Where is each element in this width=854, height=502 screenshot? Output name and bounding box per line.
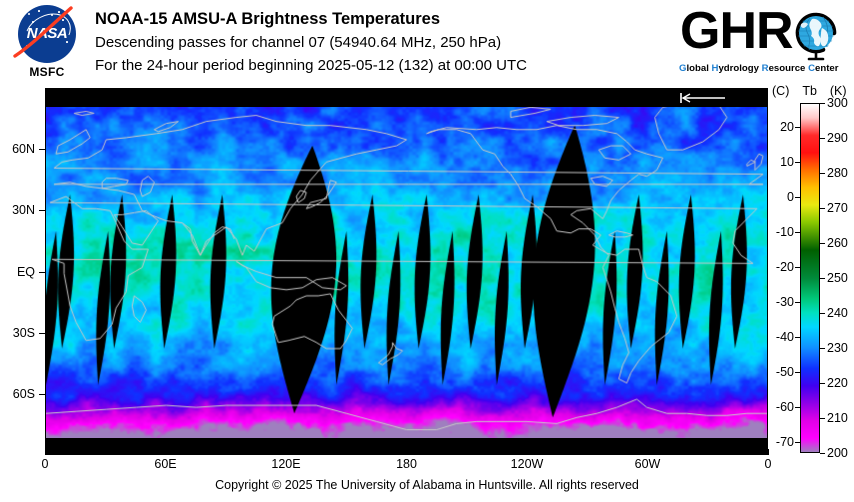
x-tick-label: 120E (271, 457, 301, 471)
copyright-text: Copyright © 2025 The University of Alaba… (215, 478, 639, 492)
y-tick (39, 271, 45, 273)
colorbar-scale[interactable] (800, 103, 820, 453)
colorbar-kelvin-label: 270 (827, 201, 848, 215)
colorbar-kelvin-tick (820, 138, 825, 139)
colorbar-kelvin-tick (820, 418, 825, 419)
colorbar-kelvin-tick (820, 208, 825, 209)
colorbar-celsius-label: -10 (775, 224, 794, 239)
colorbar-celsius-label: 10 (780, 154, 794, 169)
colorbar-kelvin-tick (820, 278, 825, 279)
colorbar-kelvin-label: 300 (827, 96, 848, 110)
ghrc-full-name: Global Hydrology Resource Center (679, 63, 839, 74)
nasa-meatball-icon: NASA (18, 5, 76, 63)
colorbar-celsius-label: -60 (775, 399, 794, 414)
colorbar-celsius-tick (795, 336, 800, 338)
y-tick-label: 60S (12, 386, 35, 401)
colorbar-kelvin-label: 240 (827, 306, 848, 320)
descending-pass-arrow-icon (680, 93, 725, 103)
nasa-swoosh-icon (13, 6, 73, 58)
y-tick-label: EQ (16, 264, 35, 279)
y-axis: 60N 30N EQ 30S 60S (0, 88, 45, 455)
colorbar: (C) Tb (K) 300 290 280 270 260 250 240 230 220 21… (772, 84, 854, 462)
brightness-temperature-map[interactable] (46, 89, 767, 454)
x-tick (768, 449, 769, 455)
colorbar-celsius-tick (795, 126, 800, 128)
colorbar-celsius-tick (795, 196, 800, 198)
colorbar-celsius-tick (795, 231, 800, 233)
y-tick-label: 60N (12, 142, 35, 157)
x-tick-label: 180 (396, 457, 417, 471)
colorbar-celsius-tick (795, 406, 800, 408)
page-period: For the 24-hour period beginning 2025-05… (95, 57, 527, 74)
colorbar-celsius-tick (795, 161, 800, 163)
colorbar-kelvin-label: 280 (827, 166, 848, 180)
colorbar-celsius-tick (795, 371, 800, 373)
colorbar-gradient (801, 104, 819, 452)
colorbar-kelvin-tick (820, 243, 825, 244)
colorbar-celsius-label: -70 (775, 434, 794, 449)
page-title: NOAA-15 AMSU-A Brightness Temperatures (95, 10, 441, 28)
x-tick-label: 60W (634, 457, 661, 471)
nasa-center-label: MSFC (29, 65, 65, 79)
x-tick-label: 0 (764, 457, 772, 471)
colorbar-kelvin-label: 260 (827, 236, 848, 250)
colorbar-kelvin-label: 230 (827, 341, 848, 355)
x-tick-label: 120W (510, 457, 544, 471)
colorbar-celsius-label: -20 (775, 259, 794, 274)
colorbar-kelvin-tick (820, 103, 825, 104)
x-tick-label: 0 (41, 457, 49, 471)
y-tick-label: 30S (12, 325, 35, 340)
colorbar-celsius-label: 0 (787, 189, 794, 204)
y-tick (39, 149, 45, 151)
colorbar-kelvin-unit: (K) (829, 84, 847, 98)
y-tick (39, 210, 45, 212)
y-tick (39, 332, 45, 334)
colorbar-kelvin-label: 250 (827, 271, 848, 285)
x-axis: 0 60E 120E 180 120W 60W 0 (41, 449, 771, 478)
map-plot-frame[interactable] (45, 88, 768, 455)
colorbar-kelvin-tick (820, 453, 825, 454)
ghrc-globe-icon (795, 12, 837, 61)
colorbar-kelvin-tick (820, 313, 825, 314)
colorbar-celsius-label: -30 (775, 294, 794, 309)
colorbar-celsius-unit: (C) (772, 84, 790, 98)
nasa-logo: NASA MSFC (10, 4, 84, 84)
page-header: NASA MSFC NOAA-15 AMSU-A Brightness Temp… (0, 0, 854, 88)
colorbar-kelvin-label: 290 (827, 131, 848, 145)
colorbar-header: (C) Tb (K) (772, 84, 850, 98)
ghrc-acronym: GHR (680, 2, 794, 60)
colorbar-celsius-label: -40 (775, 329, 794, 344)
colorbar-kelvin-tick (820, 173, 825, 174)
title-block: NOAA-15 AMSU-A Brightness Temperatures D… (95, 8, 655, 77)
colorbar-celsius-tick (795, 266, 800, 268)
page-subtitle: Descending passes for channel 07 (54940.… (95, 34, 502, 51)
x-tick-label: 60E (154, 457, 177, 471)
x-tick (45, 449, 46, 455)
colorbar-kelvin-tick (820, 383, 825, 384)
colorbar-celsius-tick (795, 441, 800, 443)
colorbar-kelvin-label: 210 (827, 411, 848, 425)
map-top-nodata-band (46, 89, 767, 107)
colorbar-kelvin-label: 220 (827, 376, 848, 390)
ghrc-logo: GHR Global Hydrology Resource Ce (676, 4, 848, 82)
colorbar-celsius-label: -50 (775, 364, 794, 379)
y-tick (39, 393, 45, 395)
colorbar-celsius-label: 20 (780, 119, 794, 134)
colorbar-kelvin-label: 200 (827, 446, 848, 460)
map-bottom-nodata-band (46, 438, 767, 454)
colorbar-celsius-tick (795, 301, 800, 303)
colorbar-symbol: Tb (802, 84, 817, 98)
y-tick-label: 30N (12, 203, 35, 218)
colorbar-kelvin-tick (820, 348, 825, 349)
